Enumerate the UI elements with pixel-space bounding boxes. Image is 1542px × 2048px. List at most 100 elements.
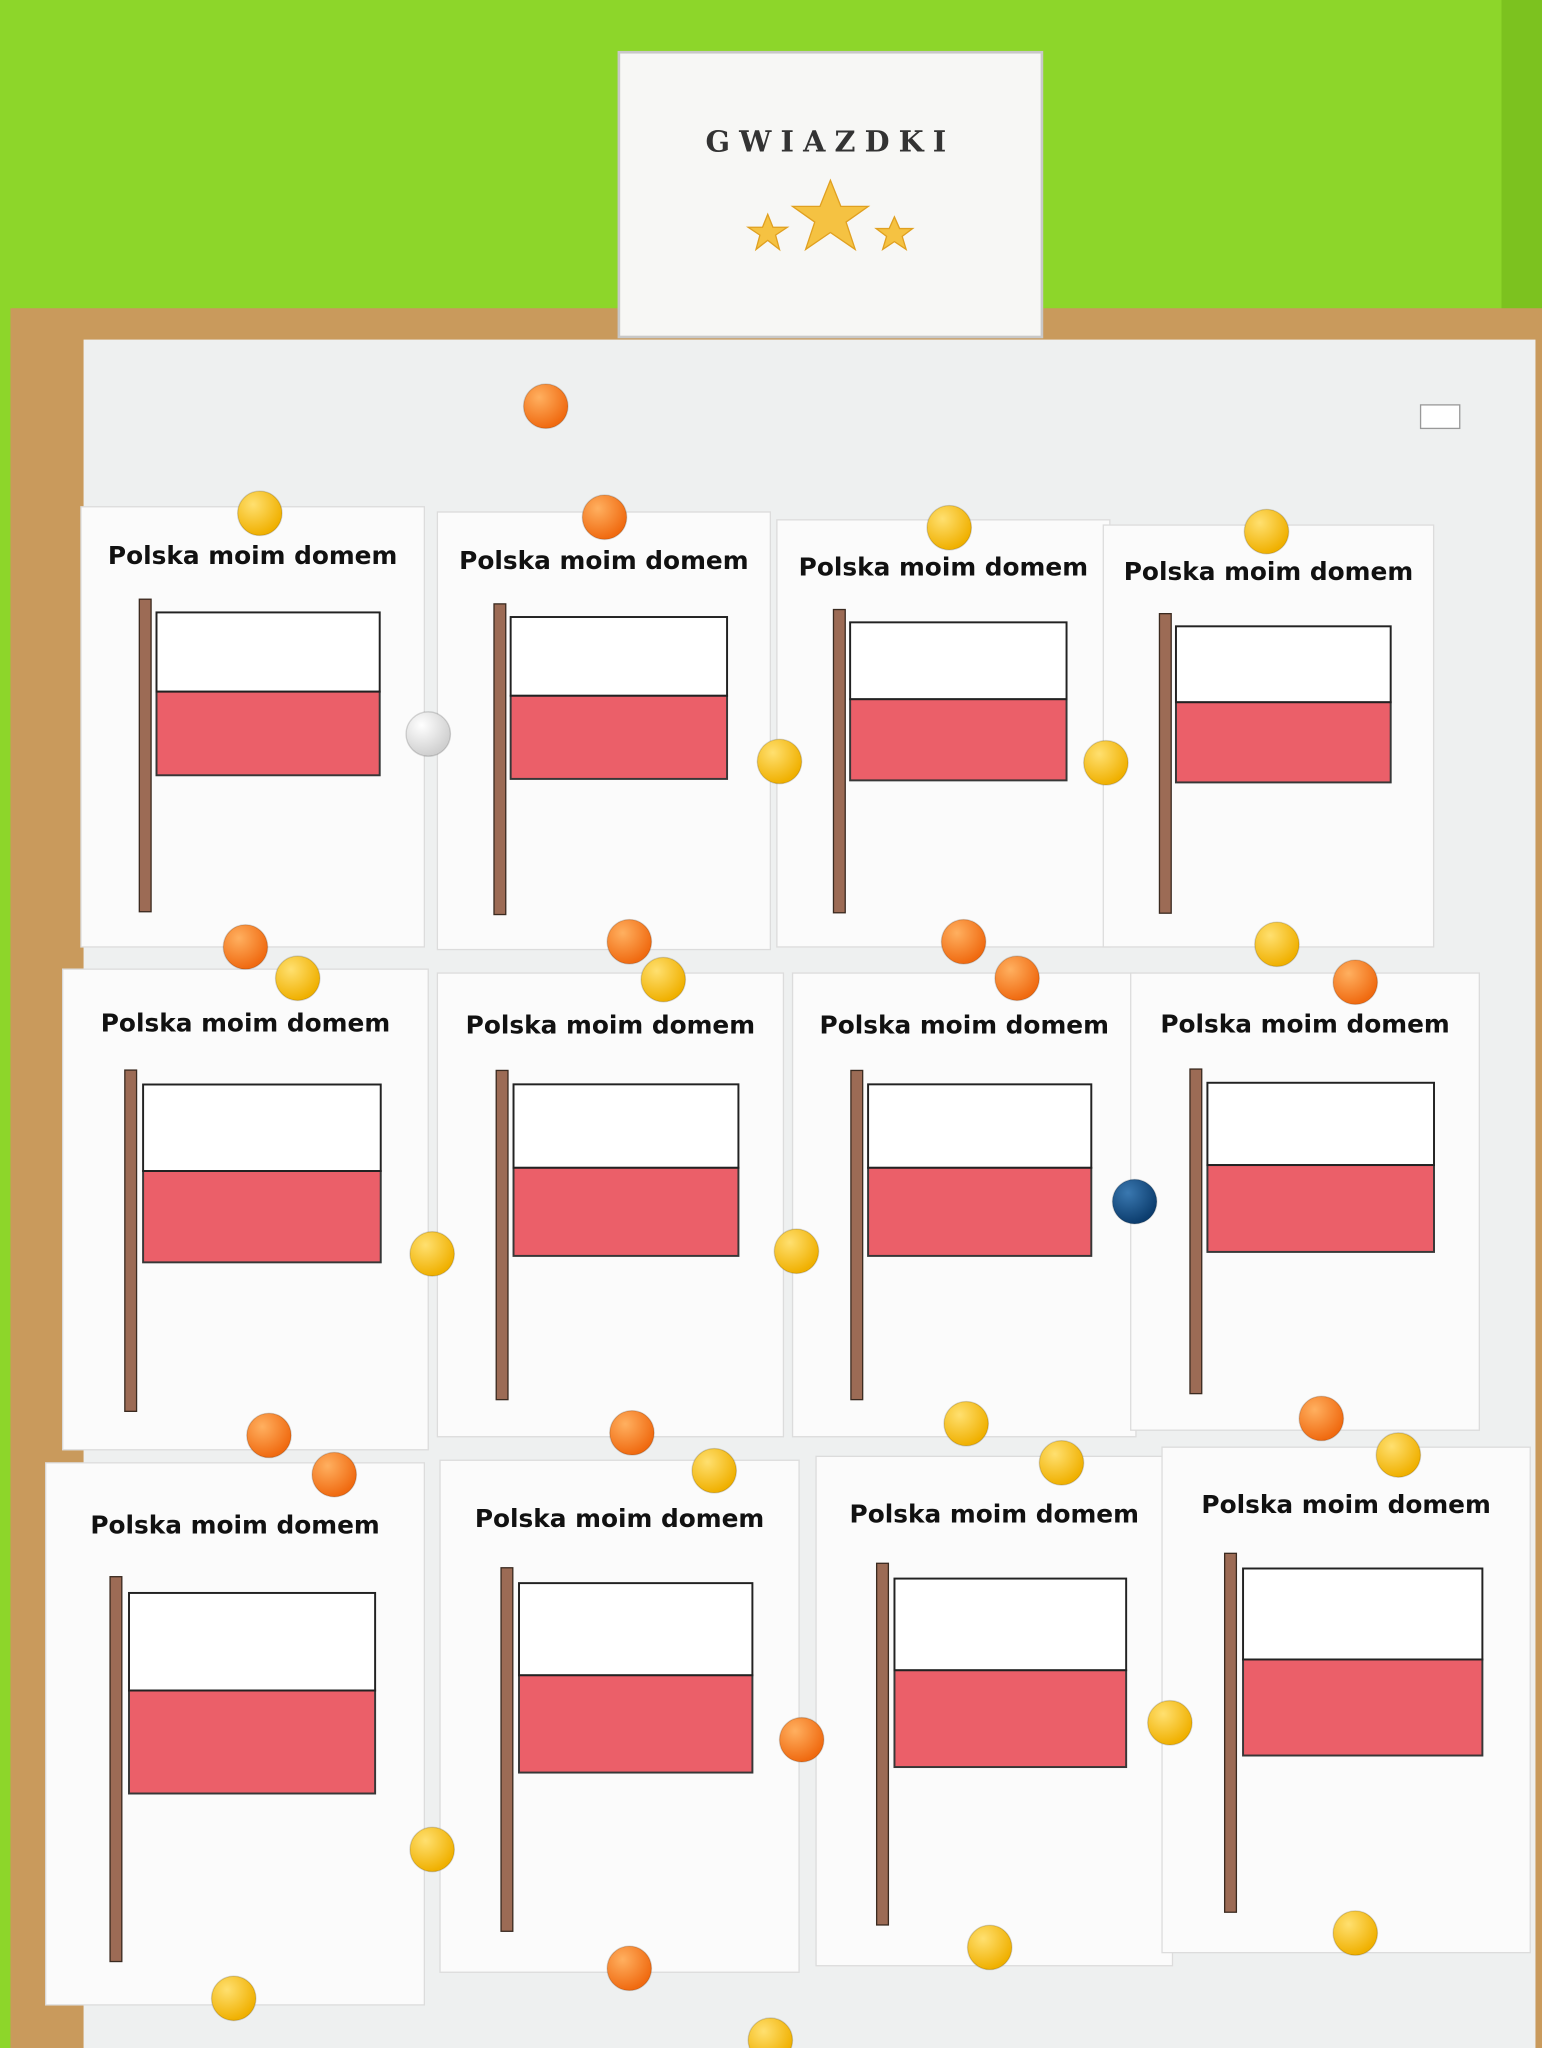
magnet xyxy=(747,2017,794,2048)
magnet xyxy=(691,1447,738,1494)
magnet xyxy=(246,1412,292,1459)
flag-pole xyxy=(124,1069,138,1412)
flag-white xyxy=(1174,625,1392,704)
magnet xyxy=(1298,1395,1345,1442)
magnet xyxy=(409,1231,456,1277)
magnet xyxy=(581,494,628,541)
flag-white xyxy=(1242,1567,1484,1661)
sheet: Polska moim domem xyxy=(439,1459,800,1973)
magnet xyxy=(1375,1432,1422,1478)
magnet xyxy=(1332,1910,1379,1956)
stars xyxy=(745,178,915,252)
magnets xyxy=(210,383,1422,2048)
flag-red xyxy=(1206,1164,1435,1253)
magnet xyxy=(1147,1699,1193,1746)
magnet xyxy=(940,918,987,965)
flag-pole xyxy=(1158,613,1172,914)
magnet xyxy=(943,1400,990,1447)
magnet xyxy=(274,955,321,1002)
sheet-title: Polska moim domem xyxy=(850,1500,1139,1529)
flag-red xyxy=(867,1166,1093,1257)
sheet: Polska moim domem xyxy=(436,972,785,1438)
flag-red xyxy=(142,1170,382,1264)
sheet-title: Polska moim domem xyxy=(101,1009,390,1038)
sheet-title: Polska moim domem xyxy=(820,1010,1109,1039)
flag-white xyxy=(849,621,1068,701)
magnet xyxy=(1243,508,1290,555)
flag-red xyxy=(1174,701,1392,784)
flag-white xyxy=(1206,1081,1435,1167)
flag-pole xyxy=(109,1576,123,1963)
sheet: Polska moim domem xyxy=(815,1455,1174,1967)
flag-red xyxy=(1242,1658,1484,1757)
flag-red xyxy=(518,1674,754,1774)
sheet: Polska moim domem xyxy=(62,968,429,1451)
flag-red xyxy=(509,694,729,780)
sheet-title: Polska moim domem xyxy=(1201,1490,1490,1519)
flag-white xyxy=(518,1582,754,1677)
flag-red xyxy=(128,1689,377,1795)
sheet: Polska moim domem xyxy=(791,972,1137,1438)
sheet: Polska moim domem xyxy=(1130,972,1480,1431)
sheet: Polska moim domem xyxy=(80,506,425,948)
magnet xyxy=(926,504,973,551)
sheet-title: Polska moim domem xyxy=(466,1010,755,1039)
sheet: Polska moim domem xyxy=(1102,524,1435,948)
magnet xyxy=(1038,1439,1085,1486)
flag-red xyxy=(849,698,1068,782)
magnet xyxy=(405,711,452,757)
flag-white xyxy=(155,611,381,693)
magnet xyxy=(606,1945,653,1992)
sheet: Polska moim domem xyxy=(436,511,771,951)
flag-pole xyxy=(1223,1552,1238,1913)
flag-red xyxy=(512,1166,740,1257)
flag-pole xyxy=(1189,1068,1203,1395)
sheet-title: Polska moim domem xyxy=(459,546,748,575)
sheet-title: Polska moim domem xyxy=(1160,1009,1449,1038)
magnet xyxy=(1254,921,1300,968)
magnet xyxy=(222,924,269,970)
flag-pole xyxy=(832,608,846,914)
sheet-title: Polska moim domem xyxy=(90,1510,379,1539)
flag-pole xyxy=(493,603,507,916)
flag-white xyxy=(142,1083,382,1172)
flag-pole xyxy=(875,1562,890,1926)
flag-pole xyxy=(138,598,152,913)
magnet xyxy=(236,490,283,537)
flag-white xyxy=(893,1577,1128,1672)
magnet xyxy=(210,1975,257,2022)
magnet xyxy=(311,1451,358,1498)
magnet xyxy=(609,1409,655,1456)
magnet xyxy=(773,1228,820,1275)
sheet: Polska moim domem xyxy=(776,519,1111,948)
flag-white xyxy=(509,616,729,697)
magnet xyxy=(606,918,653,965)
flag-pole xyxy=(495,1069,509,1401)
flag-red xyxy=(155,690,381,777)
flag-white xyxy=(128,1591,377,1692)
sheet-title: Polska moim domem xyxy=(1124,557,1413,586)
barcode xyxy=(1419,404,1461,430)
magnet xyxy=(409,1826,456,1873)
magnet xyxy=(1332,959,1379,1006)
sheet: Polska moim domem xyxy=(45,1462,425,2006)
magnet xyxy=(994,955,1040,1002)
magnet xyxy=(966,1924,1013,1971)
magnet xyxy=(640,956,687,1003)
sheet-title: Polska moim domem xyxy=(475,1504,764,1533)
flag-pole xyxy=(850,1069,864,1401)
sheets: Polska moim domem Polska moim domem Polska… xyxy=(45,506,1531,2006)
magnet xyxy=(1111,1178,1158,1225)
magnet xyxy=(522,383,569,430)
magnet xyxy=(756,738,803,785)
flag-red xyxy=(893,1669,1128,1769)
sign-title: GWIAZDKI xyxy=(705,125,955,159)
magnet xyxy=(778,1716,825,1763)
flag-pole xyxy=(500,1567,514,1932)
flag-white xyxy=(867,1083,1093,1169)
sheet-title: Polska moim domem xyxy=(799,552,1088,581)
sheet-title: Polska moim domem xyxy=(108,541,397,570)
magnet xyxy=(1083,739,1129,786)
